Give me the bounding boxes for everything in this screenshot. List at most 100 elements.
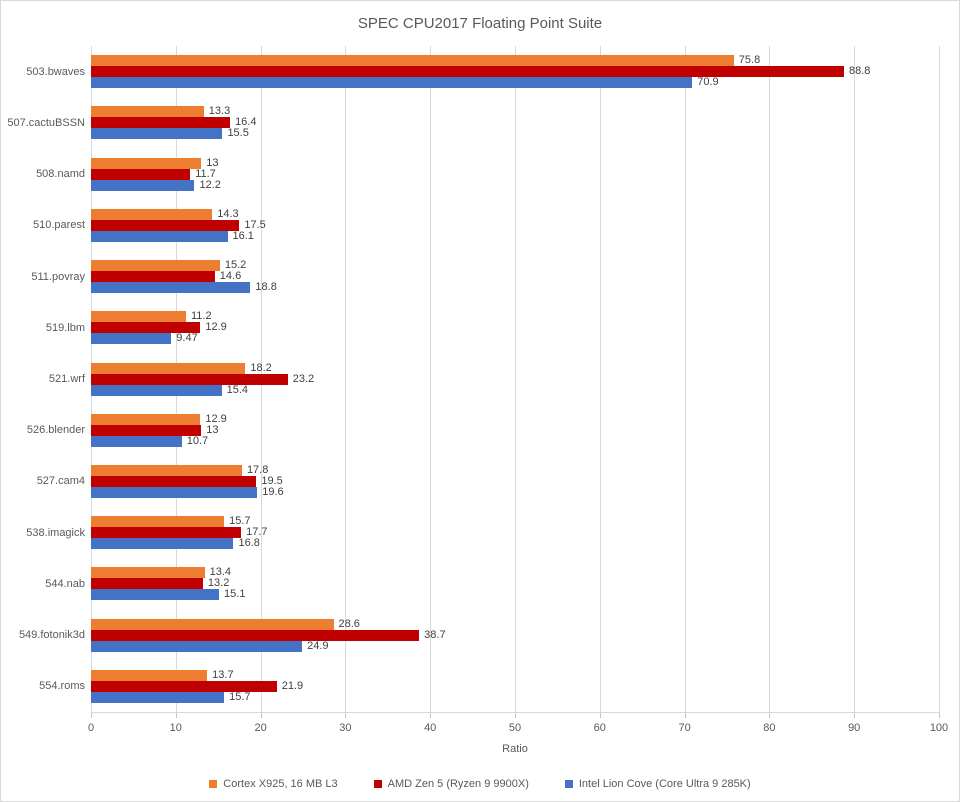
tick-mark [430, 712, 432, 718]
bar [91, 527, 242, 539]
category-label: 554.roms [39, 680, 85, 693]
bar-value-label: 13.2 [207, 577, 230, 590]
gridline [684, 46, 686, 712]
x-tick-label: 40 [424, 722, 437, 734]
bar-value-label: 11.7 [195, 167, 216, 180]
bar [91, 77, 693, 89]
legend-item: AMD Zen 5 (Ryzen 9 9900X) [373, 777, 529, 791]
category-label: 544.nab [45, 577, 85, 590]
tick-mark [939, 712, 940, 718]
category-label: 507.cactuBSSN [7, 116, 85, 129]
x-tick-label: 50 [508, 722, 522, 734]
bar [91, 589, 220, 601]
bar-value-label: 28.6 [338, 617, 360, 630]
bar-value-label: 14.3 [217, 207, 239, 220]
x-tick-label: 80 [763, 722, 776, 734]
gridline [515, 46, 516, 712]
bar [91, 128, 223, 140]
tick-mark [684, 712, 686, 718]
bar [91, 691, 225, 703]
bar [91, 424, 202, 436]
bar [91, 271, 215, 283]
tick-mark [260, 712, 262, 718]
bar [91, 282, 251, 294]
bar [91, 311, 186, 323]
bar-value-label: 15.1 [224, 588, 246, 601]
gridline [345, 46, 347, 712]
bar-value-label: 21.9 [281, 679, 304, 692]
category-label: 508.namd [36, 168, 85, 181]
bar [91, 669, 208, 681]
bar-value-label: 88.8 [849, 65, 871, 78]
bar-value-label: 23.2 [292, 372, 315, 385]
x-tick-label: 10 [169, 722, 182, 734]
x-tick-label: 60 [593, 722, 606, 734]
bar-value-label: 75.8 [738, 54, 761, 67]
bar-value-label: 16.8 [238, 537, 260, 550]
bar [91, 680, 277, 692]
bar [91, 413, 201, 425]
bar-value-label: 12.9 [205, 412, 227, 425]
tick-mark [854, 712, 856, 718]
bar [91, 208, 213, 220]
tick-mark [599, 712, 601, 718]
category-label: 526.blender [26, 424, 85, 437]
bar-value-label: 14.6 [219, 270, 242, 283]
bar [91, 362, 246, 374]
tick-mark [91, 712, 92, 718]
tick-mark [175, 712, 177, 718]
legend-label: AMD Zen 5 (Ryzen 9 9900X) [387, 778, 529, 790]
bar [91, 168, 191, 180]
category-label: 519.lbm [45, 321, 85, 334]
bar-value-label: 15.7 [229, 515, 251, 528]
bar-value-label: 9.47 [176, 332, 198, 345]
category-label: 510.parest [33, 219, 85, 232]
bar [91, 179, 195, 191]
bar [91, 618, 334, 630]
bar-value-label: 13.4 [209, 566, 232, 579]
bar [91, 640, 303, 652]
bar [91, 333, 172, 345]
bar [91, 219, 240, 231]
x-axis-line [91, 712, 939, 713]
x-tick-label: 70 [678, 722, 691, 734]
x-tick-label: 30 [339, 722, 352, 734]
x-axis-title: Ratio [502, 743, 528, 755]
gridline [854, 46, 856, 712]
gridline [769, 46, 771, 712]
x-tick-label: 0 [87, 722, 95, 734]
tick-mark [345, 712, 347, 718]
bar [91, 435, 182, 447]
bar-value-label: 19.5 [261, 474, 283, 487]
bar-value-label: 19.6 [262, 485, 284, 498]
bar-value-label: 12.2 [199, 178, 221, 191]
bar-value-label: 12.9 [205, 321, 227, 334]
bar [91, 230, 228, 242]
tick-mark [515, 712, 516, 718]
legend-swatch [209, 780, 218, 788]
category-label: 503.bwaves [26, 65, 85, 78]
bar-value-label: 13.7 [212, 668, 234, 681]
bar [91, 322, 201, 334]
bar [91, 260, 220, 272]
bar [91, 486, 258, 498]
bar-value-label: 17.8 [246, 463, 269, 476]
bar [91, 66, 845, 78]
legend-swatch [564, 780, 573, 788]
category-label: 549.fotonik3d [18, 629, 85, 642]
legend-swatch [373, 780, 382, 788]
tick-mark [769, 712, 771, 718]
bar-value-label: 10.7 [186, 434, 209, 447]
bar [91, 516, 225, 528]
bar [91, 55, 734, 67]
bar-value-label: 13 [206, 156, 219, 169]
bar-value-label: 38.7 [424, 628, 446, 641]
bar-value-label: 13 [206, 423, 219, 436]
gridline [939, 46, 940, 712]
bar [91, 578, 203, 590]
x-tick-label: 100 [929, 722, 949, 734]
bar-value-label: 24.9 [307, 639, 329, 652]
bar-value-label: 15.5 [227, 127, 249, 140]
bar [91, 567, 205, 579]
